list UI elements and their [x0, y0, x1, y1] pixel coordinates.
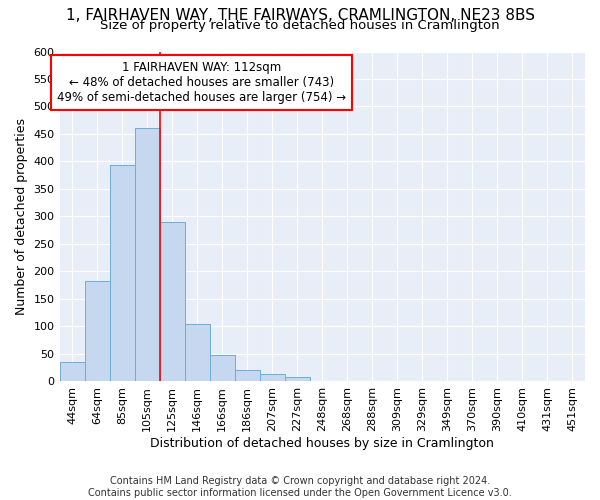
Bar — [235, 370, 260, 382]
Text: 1 FAIRHAVEN WAY: 112sqm
← 48% of detached houses are smaller (743)
49% of semi-d: 1 FAIRHAVEN WAY: 112sqm ← 48% of detache… — [57, 62, 346, 104]
Bar — [209, 355, 235, 382]
Text: Size of property relative to detached houses in Cramlington: Size of property relative to detached ho… — [100, 18, 500, 32]
Bar — [134, 128, 160, 382]
Bar — [85, 281, 110, 382]
Bar — [260, 374, 285, 382]
Bar — [59, 362, 85, 382]
Y-axis label: Number of detached properties: Number of detached properties — [15, 118, 28, 315]
Bar — [160, 222, 185, 382]
Bar — [285, 377, 310, 382]
Bar — [185, 324, 209, 382]
Text: Contains HM Land Registry data © Crown copyright and database right 2024.
Contai: Contains HM Land Registry data © Crown c… — [88, 476, 512, 498]
Bar — [110, 166, 134, 382]
Text: 1, FAIRHAVEN WAY, THE FAIRWAYS, CRAMLINGTON, NE23 8BS: 1, FAIRHAVEN WAY, THE FAIRWAYS, CRAMLING… — [65, 8, 535, 22]
X-axis label: Distribution of detached houses by size in Cramlington: Distribution of detached houses by size … — [151, 437, 494, 450]
